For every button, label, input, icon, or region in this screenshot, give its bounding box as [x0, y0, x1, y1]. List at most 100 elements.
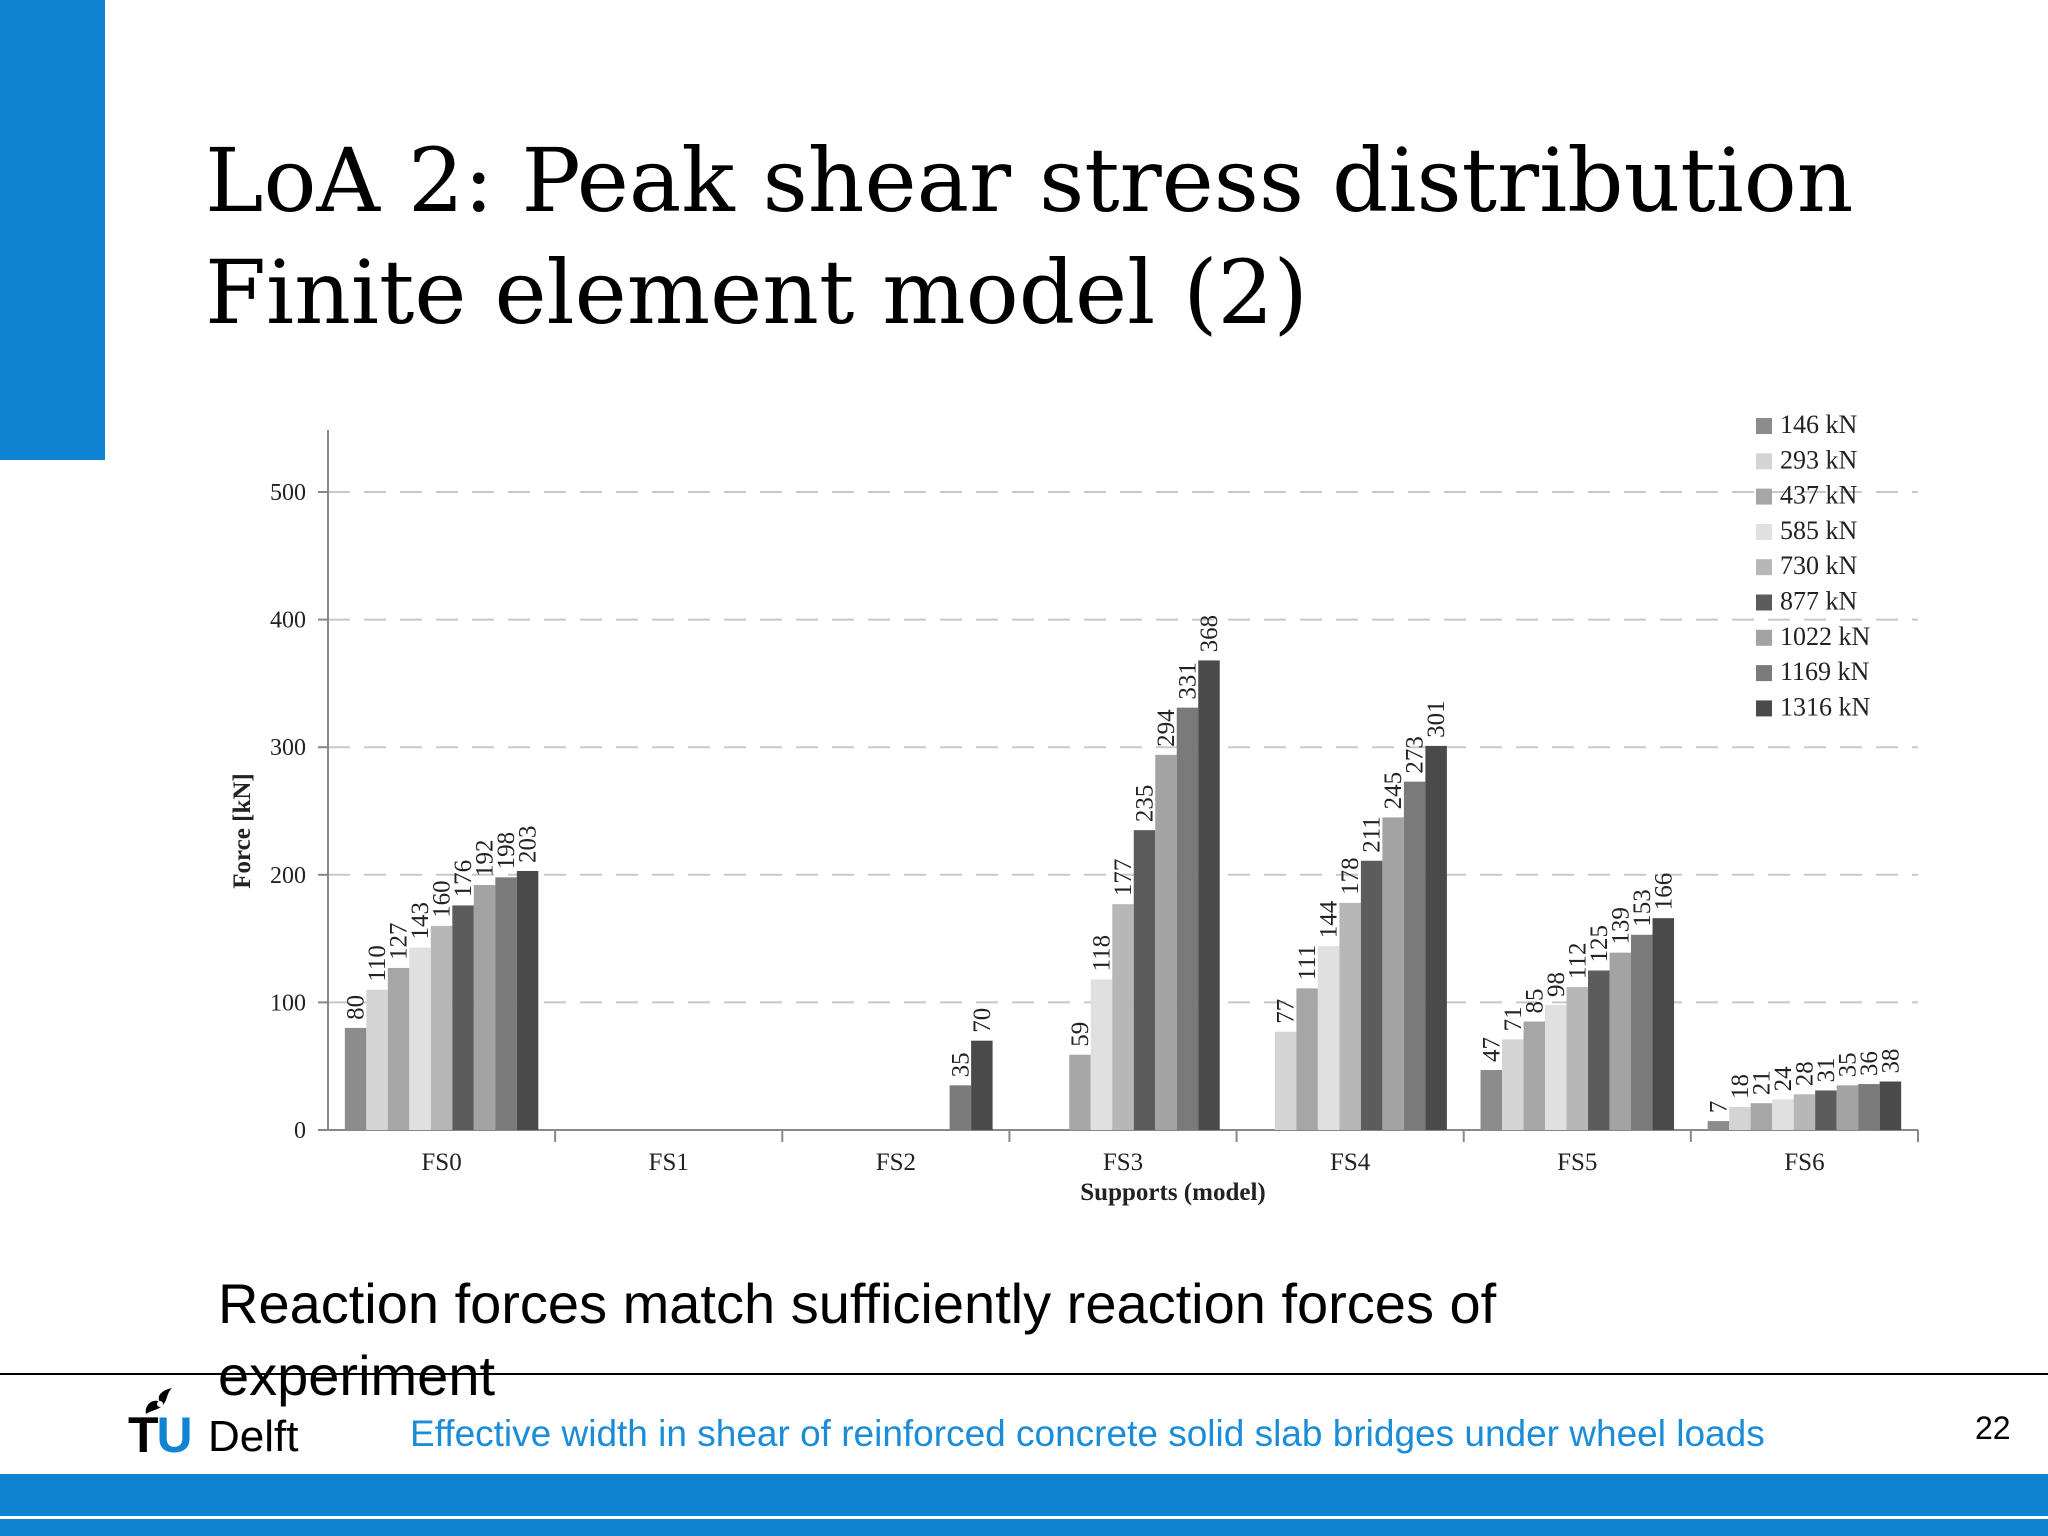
legend-swatch: [1756, 559, 1772, 576]
x-axis-title: Supports (model): [1080, 1179, 1265, 1206]
bar: [1750, 1103, 1773, 1130]
bar: [516, 870, 539, 1130]
data-label: 211: [1359, 816, 1386, 853]
bar: [1879, 1081, 1902, 1130]
accent-bar: [0, 0, 105, 460]
footer-band-lower: [0, 1519, 2048, 1536]
bar: [1772, 1099, 1794, 1130]
legend-label: 1169 kN: [1780, 657, 1870, 686]
legend-swatch: [1756, 700, 1772, 717]
bar: [473, 885, 496, 1130]
data-label: 235: [1132, 785, 1159, 823]
legend-label: 437 kN: [1780, 481, 1858, 510]
legend-label: 293 kN: [1780, 445, 1858, 474]
data-label: 368: [1196, 615, 1223, 653]
bar: [1631, 934, 1653, 1130]
data-label: 273: [1402, 736, 1429, 774]
data-label: 35: [947, 1052, 974, 1077]
data-label: 178: [1337, 857, 1364, 895]
bar: [366, 989, 388, 1130]
bar: [1425, 745, 1447, 1130]
tudelft-logo[interactable]: TU Delft: [128, 1386, 328, 1466]
legend-label: 877 kN: [1780, 587, 1858, 616]
bar: [1339, 902, 1361, 1130]
data-label: 80: [343, 995, 370, 1020]
data-label: 112: [1564, 943, 1591, 980]
legend-swatch: [1756, 594, 1772, 611]
data-label: 31: [1813, 1057, 1840, 1082]
data-label: 203: [515, 825, 542, 863]
bar: [430, 925, 453, 1130]
legend-swatch: [1756, 488, 1772, 505]
bar: [452, 905, 474, 1130]
x-tick-label: FS2: [876, 1149, 916, 1176]
bar: [1729, 1107, 1751, 1130]
data-label: 144: [1316, 900, 1343, 938]
title-line-1: LoA 2: Peak shear stress distribution: [205, 129, 1854, 232]
data-label: 192: [472, 840, 499, 877]
bar: [1480, 1070, 1503, 1130]
footer-band: [0, 1474, 2048, 1516]
data-label: 294: [1153, 709, 1180, 747]
y-tick-label: 500: [270, 480, 306, 506]
data-label: 24: [1770, 1066, 1797, 1092]
bar: [1155, 754, 1177, 1130]
data-label: 70: [969, 1008, 996, 1033]
y-tick-label: 300: [270, 735, 306, 761]
legend-swatch: [1756, 665, 1772, 682]
legend-swatch: [1756, 629, 1772, 646]
logo-delft: Delft: [208, 1412, 299, 1461]
bar: [1858, 1084, 1880, 1130]
bar: [1836, 1085, 1859, 1130]
data-label: 177: [1110, 859, 1137, 897]
bar: [1176, 707, 1199, 1130]
x-tick-label: FS3: [1103, 1149, 1143, 1176]
bar: [1069, 1054, 1091, 1130]
data-label: 127: [386, 922, 413, 960]
data-label: 85: [1521, 989, 1548, 1014]
data-label: 71: [1500, 1006, 1527, 1031]
data-label: 110: [364, 945, 391, 982]
x-tick-label: FS6: [1784, 1149, 1824, 1176]
data-label: 38: [1877, 1049, 1904, 1074]
data-label: 28: [1791, 1061, 1818, 1086]
bar: [1815, 1090, 1837, 1130]
legend-swatch: [1756, 418, 1772, 434]
bar: [1317, 946, 1340, 1130]
bar: [1274, 1031, 1297, 1130]
data-label: 143: [407, 902, 434, 940]
legend-label: 585 kN: [1780, 516, 1858, 545]
legend-swatch: [1756, 523, 1772, 540]
data-label: 176: [450, 860, 477, 898]
bar: [1793, 1094, 1816, 1130]
bar: [1090, 979, 1113, 1130]
data-label: 139: [1607, 907, 1634, 945]
bar: [1198, 660, 1220, 1130]
footer-divider: [0, 1373, 2048, 1375]
data-label: 36: [1856, 1051, 1883, 1076]
bar: [344, 1027, 367, 1130]
x-tick-label: FS1: [649, 1149, 689, 1176]
data-label: 301: [1423, 700, 1450, 738]
x-tick-label: FS5: [1557, 1149, 1597, 1176]
bar: [1588, 970, 1610, 1130]
data-label: 35: [1834, 1052, 1861, 1077]
bar: [1545, 1004, 1567, 1130]
bar: [1707, 1121, 1730, 1130]
bar-chart: 0100200300400500FS0801101271431601761921…: [229, 410, 1919, 1206]
data-label: 47: [1478, 1037, 1505, 1062]
slide-caption: Reaction forces match sufficiently react…: [218, 1272, 1497, 1407]
data-label: 18: [1727, 1074, 1754, 1099]
bar: [409, 947, 431, 1130]
bar: [1566, 987, 1589, 1130]
flame-icon: [145, 1388, 172, 1414]
title-line-2: Finite element model (2): [205, 241, 1308, 344]
y-axis-title: Force [kN]: [229, 773, 256, 888]
legend-swatch: [1756, 453, 1772, 470]
data-label: 160: [429, 880, 456, 918]
bar: [1133, 830, 1156, 1130]
y-tick-label: 200: [270, 863, 306, 889]
data-label: 98: [1543, 972, 1570, 997]
bar: [949, 1085, 972, 1130]
slide-title: LoA 2: Peak shear stress distribution Fi…: [205, 125, 2005, 349]
